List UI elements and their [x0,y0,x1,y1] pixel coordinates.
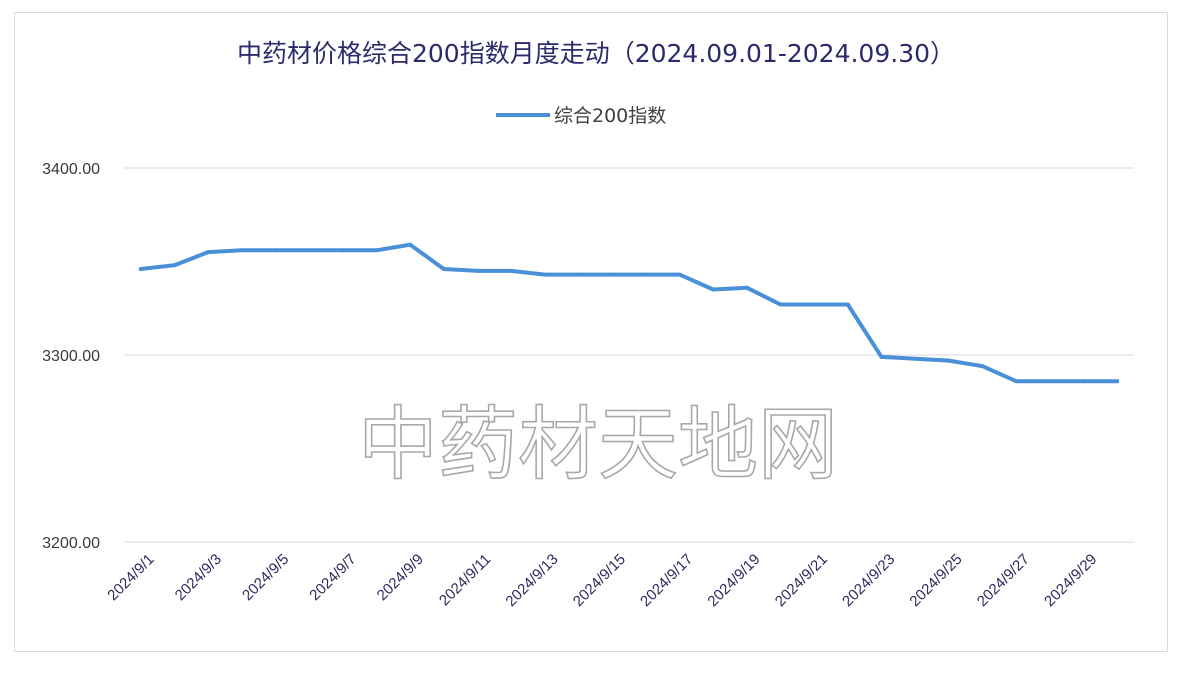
data-point [239,248,244,253]
x-tick-label: 2024/9/23 [839,551,898,610]
y-axis-ticks: 3200.00 3300.00 3400.00 [42,161,100,552]
data-point [1047,379,1052,384]
data-point [576,272,581,277]
y-tick-label: 3400.00 [42,161,100,178]
y-tick-label: 3300.00 [42,348,100,365]
x-tick-label: 2024/9/5 [239,551,292,604]
data-point [643,272,648,277]
y-tick-label: 3200.00 [42,535,100,552]
data-point [913,356,918,361]
data-point [677,272,682,277]
data-point [1115,379,1120,384]
x-tick-label: 2024/9/17 [637,551,696,610]
x-tick-label: 2024/9/3 [172,551,225,604]
data-point [1081,379,1086,384]
data-point [980,364,985,369]
data-point [273,248,278,253]
x-tick-label: 2024/9/9 [374,551,427,604]
grid-layer [124,167,1134,543]
data-point [441,266,446,271]
data-point [374,248,379,253]
data-point [138,266,143,271]
data-point [172,263,177,268]
data-point [778,302,783,307]
legend: 综合200指数 [496,105,666,127]
x-tick-label: 2024/9/1 [104,551,157,604]
data-point [307,248,312,253]
x-tick-label: 2024/9/11 [436,551,494,609]
watermark-text: 中药材天地网 [358,398,838,491]
data-point [812,302,817,307]
data-point [1014,379,1019,384]
legend-label: 综合200指数 [554,105,666,127]
data-point [610,272,615,277]
data-point [744,285,749,290]
x-tick-label: 2024/9/29 [1041,551,1100,610]
x-tick-label: 2024/9/15 [570,551,629,610]
x-tick-label: 2024/9/25 [906,551,965,610]
data-point [879,354,884,359]
data-point [408,242,413,247]
x-tick-label: 2024/9/7 [306,551,359,604]
data-point [946,358,951,363]
data-point [509,268,514,273]
x-tick-label: 2024/9/27 [974,551,1033,610]
data-point [845,302,850,307]
x-tick-label: 2024/9/21 [772,551,831,610]
chart-frame [14,12,1168,652]
chart-title: 中药材价格综合200指数月度走动（2024.09.01-2024.09.30） [237,39,955,68]
series-layer [138,242,1120,384]
x-tick-label: 2024/9/19 [704,551,763,610]
data-point [206,250,211,255]
data-point [542,272,547,277]
x-axis-ticks: 2024/9/1 2024/9/3 2024/9/5 2024/9/7 2024/9/9… [104,551,1100,610]
data-point [340,248,345,253]
series-line [138,242,1120,384]
x-tick-label: 2024/9/13 [502,551,561,610]
data-point [711,287,716,292]
data-point [475,268,480,273]
